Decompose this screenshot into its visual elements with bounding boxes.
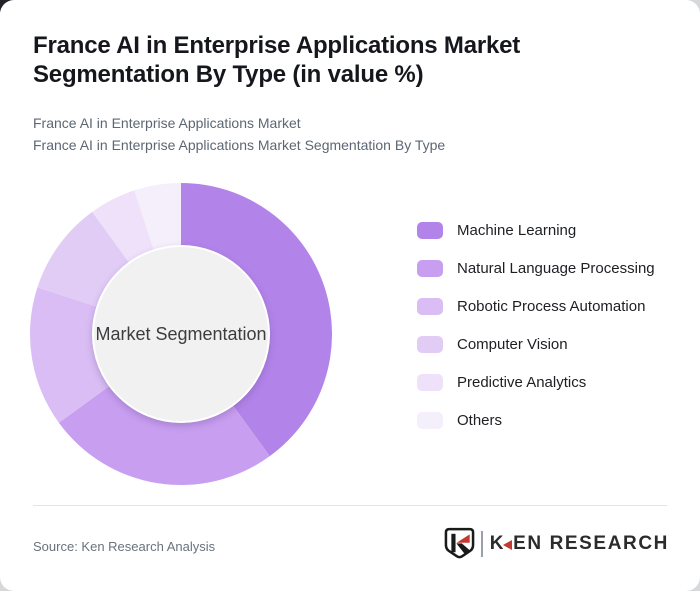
legend-label: Computer Vision [457,336,568,353]
legend-swatch [417,336,443,353]
chart-legend: Machine Learning Natural Language Process… [417,222,655,450]
legend-item-natural-language-processing: Natural Language Processing [417,260,655,277]
subtitle-line-1: France AI in Enterprise Applications Mar… [33,115,301,131]
brand-name: K EN RESEARCH [490,533,669,555]
shield-outline [444,527,475,559]
legend-item-machine-learning: Machine Learning [417,222,655,239]
logo-divider-bar [480,530,483,557]
page-title: France AI in Enterprise Applications Mar… [33,32,521,88]
header: France AI in Enterprise Applications Mar… [0,0,700,156]
legend-swatch [417,222,443,239]
brand-letter-k: K [489,532,506,554]
donut-center-circle: Market Segmentation [92,245,270,423]
legend-swatch [417,412,443,429]
k-red-arm [456,534,470,543]
legend-item-robotic-process-automation: Robotic Process Automation [417,298,655,315]
legend-label: Machine Learning [457,222,577,239]
ken-research-logo: K EN RESEARCH [444,527,669,560]
legend-label: Natural Language Processing [457,260,655,277]
legend-swatch [417,298,443,315]
footer-divider [33,505,667,506]
legend-label: Robotic Process Automation [457,298,646,315]
legend-swatch [417,374,443,391]
legend-label: Predictive Analytics [457,374,587,391]
shield-k-icon [444,527,475,559]
k-stem [451,533,456,553]
k-lower-arm [456,543,470,554]
legend-item-computer-vision: Computer Vision [417,336,655,353]
logo-red-triangle-icon [503,539,513,550]
legend-label: Others [457,412,503,429]
legend-item-predictive-analytics: Predictive Analytics [417,374,655,391]
subtitle-block: France AI in Enterprise Applications Mar… [33,112,667,156]
donut-chart-container: Market Segmentation [30,183,332,485]
legend-swatch [417,260,443,277]
legend-item-others: Others [417,412,655,429]
source-note: Source: Ken Research Analysis [33,539,216,554]
brand-name-rest: EN RESEARCH [513,532,669,554]
subtitle-line-2: France AI in Enterprise Applications Mar… [33,137,446,153]
donut-center-label: Market Segmentation [95,323,267,344]
